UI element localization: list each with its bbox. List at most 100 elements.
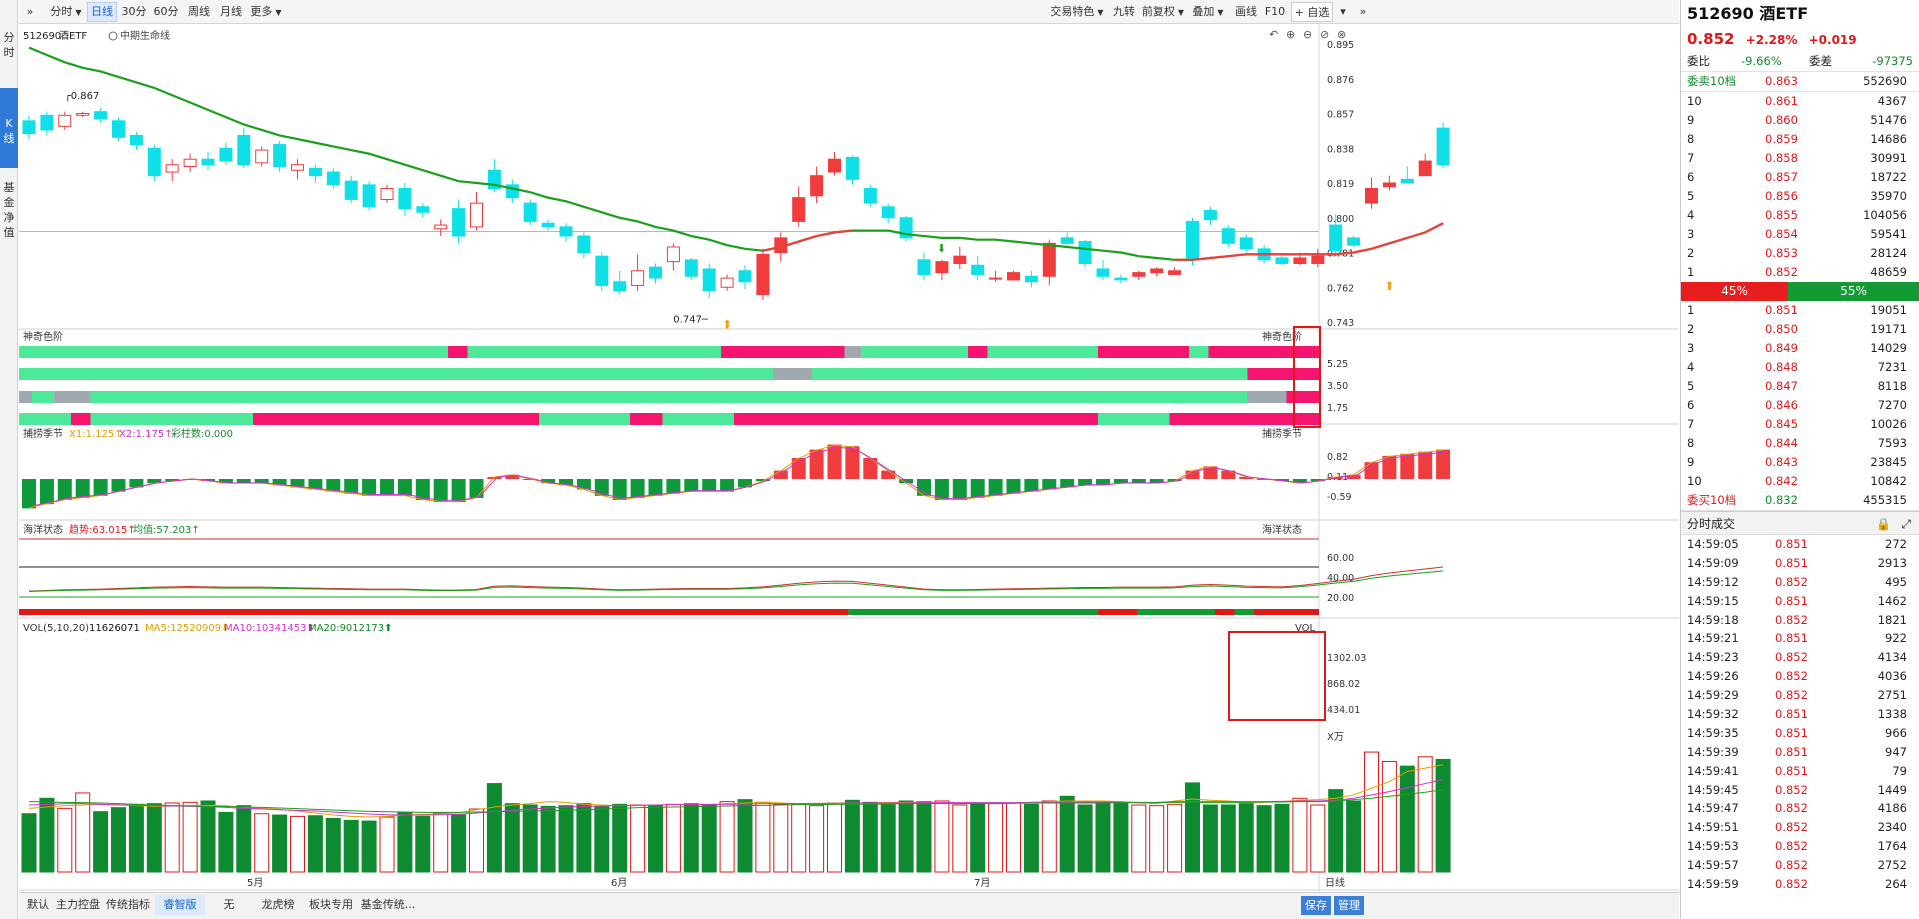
indicator-template-tab-7[interactable]: 基金传统... bbox=[360, 898, 416, 911]
trades-header: 分时成交 🔒 ⤢ bbox=[1681, 511, 1919, 535]
season-bar bbox=[809, 449, 824, 479]
toolbar-btn-3[interactable]: 30分 bbox=[121, 5, 147, 18]
volume-bar bbox=[1435, 758, 1451, 873]
toolbar-right-btn-4[interactable]: 画线 bbox=[1235, 5, 1257, 18]
candle-body bbox=[416, 206, 430, 213]
season-bar bbox=[308, 479, 323, 490]
vol-unit: X万 bbox=[1327, 732, 1344, 743]
color-panel-tick: 1.75 bbox=[1327, 403, 1348, 414]
color-panel-tick: 5.25 bbox=[1327, 359, 1348, 370]
toolbar-right-btn-7[interactable]: ▾ bbox=[1340, 5, 1346, 18]
season-bar bbox=[881, 470, 896, 479]
toolbar-right-btn-3[interactable]: 叠加 ▼ bbox=[1192, 5, 1224, 18]
volume-bar bbox=[844, 799, 860, 873]
ocean-status-strip bbox=[1234, 609, 1254, 615]
price-tick: 0.819 bbox=[1327, 179, 1354, 190]
season-bar bbox=[845, 446, 860, 479]
save-button[interactable]: 保存 bbox=[1301, 896, 1331, 915]
season-bar bbox=[952, 479, 967, 500]
season-bar bbox=[863, 458, 878, 479]
candle-body bbox=[523, 202, 537, 222]
candle-body bbox=[917, 259, 931, 275]
sell-total-label: 委卖10档 bbox=[1687, 74, 1737, 88]
indicator-template-tab-2[interactable]: 传统指标 bbox=[106, 898, 150, 911]
candle-body bbox=[863, 187, 877, 204]
indicator-template-tab-5[interactable]: 龙虎榜 bbox=[261, 898, 295, 911]
candle-body bbox=[1007, 272, 1020, 281]
volume-bar bbox=[451, 814, 467, 873]
volume-bar bbox=[290, 815, 305, 873]
season-bar bbox=[75, 479, 90, 498]
volume-bar bbox=[57, 807, 73, 873]
candle-body bbox=[237, 134, 251, 166]
indicator-template-tab-1[interactable]: 主力控盘 bbox=[56, 898, 100, 911]
weicha-value: -97375 bbox=[1872, 54, 1913, 68]
left-tab-2[interactable]: 基金净值 bbox=[3, 181, 15, 239]
buy-total-label: 委买10档 bbox=[1687, 493, 1737, 507]
toolbar-btn-5[interactable]: 周线 bbox=[188, 5, 210, 18]
season-bar bbox=[1292, 479, 1307, 484]
toolbar-right-btn-5[interactable]: F10 bbox=[1264, 5, 1286, 18]
season-bar bbox=[720, 479, 735, 492]
season-bar bbox=[451, 479, 466, 503]
candle-body bbox=[1203, 209, 1217, 221]
ask-levels: 10 0.861 4367 9 0.860 51476 8 0.859 14686 7 0.858 3… bbox=[1681, 92, 1919, 282]
candle-body bbox=[631, 270, 645, 286]
lock-icon[interactable]: 🔒 bbox=[1876, 517, 1891, 531]
toolbar-btn-6[interactable]: 月线 bbox=[220, 5, 242, 18]
toolbar-right-btn-6[interactable]: + 自选 bbox=[1291, 2, 1333, 22]
season-bar bbox=[415, 479, 430, 500]
trade-row: 14:59:53 0.852 1764 bbox=[1687, 839, 1907, 854]
toolbar-right-btn-2[interactable]: 前复权 ▼ bbox=[1141, 5, 1185, 18]
season-bar bbox=[505, 474, 520, 479]
season-bar bbox=[1042, 479, 1057, 490]
volume-bar bbox=[1274, 803, 1290, 873]
season-bar bbox=[111, 479, 126, 492]
candle-body bbox=[1382, 182, 1396, 188]
indicator-template-tab-6[interactable]: 板块专用 bbox=[309, 898, 353, 911]
volume-bar bbox=[1167, 803, 1183, 873]
toolbar-right-btn-8[interactable]: » bbox=[1359, 5, 1367, 18]
toolbar-right-btn-0[interactable]: 交易特色 ▼ bbox=[1050, 5, 1104, 18]
price-tick: 0.800 bbox=[1327, 214, 1354, 225]
toolbar-btn-0[interactable]: » bbox=[26, 5, 34, 18]
volume-bar bbox=[773, 803, 789, 873]
toolbar-btn-2[interactable]: 日线 bbox=[87, 2, 117, 22]
last-price: 0.852 bbox=[1687, 30, 1735, 48]
ocean-avg-line bbox=[28, 570, 1444, 592]
expand-icon[interactable]: ⤢ bbox=[1901, 517, 1911, 531]
change-value: +0.019 bbox=[1808, 33, 1857, 47]
price-line: 0.852 +2.28% +0.019 bbox=[1681, 28, 1919, 52]
toolbar-right-btn-1[interactable]: 九转 bbox=[1113, 5, 1135, 18]
period-label: 日线 bbox=[1325, 876, 1345, 889]
left-tab-0[interactable]: 分时 bbox=[3, 31, 15, 59]
season-x1: X1:1.125↑ bbox=[69, 429, 123, 440]
candle-body bbox=[255, 149, 269, 164]
volume-bar bbox=[469, 808, 484, 873]
indicator-template-bar: 默认 主力控盘 传统指标 睿智版 无 龙虎榜 板块专用 基金传统... 保存 管理 bbox=[19, 892, 1679, 919]
manage-button[interactable]: 管理 bbox=[1334, 896, 1364, 915]
trade-row: 14:59:51 0.852 2340 bbox=[1687, 820, 1907, 835]
ask-row: 1 0.852 48659 bbox=[1687, 265, 1907, 279]
chart-tool-icon-3: ⊘ bbox=[1320, 28, 1329, 41]
kline-chart-area[interactable]: 512690 酒ETF 中期生命线 ↶ ⊕ ⊖ ⊘ ⊗ 0.895 0.876 0.857 0.838… bbox=[19, 24, 1679, 892]
ask-row: 7 0.858 30991 bbox=[1687, 151, 1907, 165]
season-bar bbox=[1275, 479, 1289, 482]
indicator-template-tab-0[interactable]: 默认 bbox=[27, 898, 49, 911]
ocean-status-strip bbox=[1254, 609, 1319, 615]
season-bar bbox=[917, 479, 931, 496]
volume-ma20_line bbox=[28, 789, 1444, 813]
volume-bar bbox=[952, 804, 968, 873]
season-x2: X2:1.175↑ bbox=[119, 429, 173, 440]
vol-tick: 1302.03 bbox=[1327, 653, 1366, 664]
toolbar-btn-1[interactable]: 分时 ▼ bbox=[50, 5, 82, 18]
indicator-template-tab-3[interactable]: 睿智版 bbox=[155, 895, 205, 915]
color-band-segment bbox=[90, 391, 1248, 403]
ask-row: 5 0.856 35970 bbox=[1687, 189, 1907, 203]
price-tick: 0.857 bbox=[1327, 110, 1354, 121]
toolbar-btn-4[interactable]: 60分 bbox=[153, 5, 179, 18]
indicator-template-tab-4[interactable]: 无 bbox=[223, 898, 235, 911]
toolbar-btn-7[interactable]: 更多 ▼ bbox=[250, 5, 282, 18]
